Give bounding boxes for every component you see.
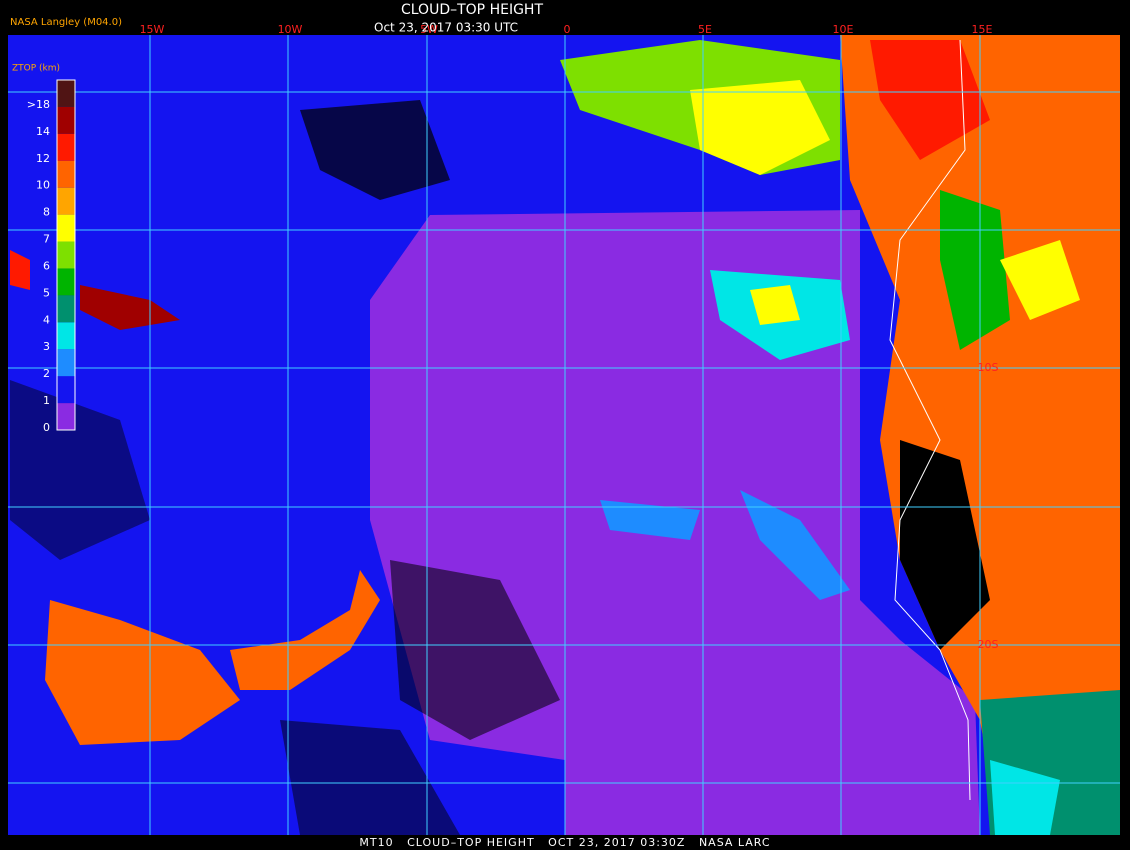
- longitude-label: 5W: [420, 23, 438, 36]
- legend-label: 7: [43, 233, 50, 246]
- legend-frame: [56, 79, 76, 431]
- latitude-label: 20S: [978, 638, 999, 651]
- legend-swatch: [57, 349, 75, 377]
- legend-swatch: [57, 106, 75, 134]
- cloud-field: [8, 35, 1120, 835]
- legend-label: 4: [43, 313, 50, 326]
- legend-label: 0: [43, 421, 50, 434]
- legend-swatch: [57, 133, 75, 161]
- credit: NASA Langley (M04.0): [10, 17, 122, 28]
- latitude-label: 10S: [978, 361, 999, 374]
- longitude-label: 15E: [972, 23, 993, 36]
- legend-swatch: [57, 268, 75, 296]
- legend-label: 10: [36, 179, 50, 192]
- title: CLOUD–TOP HEIGHT: [401, 2, 543, 18]
- graticule: 15W 10W 5W 0 5E 10E 15E 10S 20S: [8, 23, 1120, 835]
- legend-swatch: [57, 187, 75, 215]
- legend-label: >18: [27, 98, 50, 111]
- longitude-label: 10E: [833, 23, 854, 36]
- legend-label: 6: [43, 259, 50, 272]
- legend-swatch: [57, 322, 75, 350]
- legend-label: 2: [43, 367, 50, 380]
- legend-swatch: [57, 403, 75, 430]
- legend-label: 1: [43, 394, 50, 407]
- legend-swatch: [57, 295, 75, 323]
- longitude-label: 0: [564, 23, 571, 36]
- footer: MT10 CLOUD–TOP HEIGHT OCT 23, 2017 03:30…: [359, 836, 770, 849]
- legend-swatch: [57, 214, 75, 242]
- legend-label: 3: [43, 340, 50, 353]
- legend-swatch: [57, 160, 75, 188]
- longitude-label: 5E: [698, 23, 712, 36]
- legend-swatch: [57, 80, 75, 107]
- legend-label: 5: [43, 286, 50, 299]
- longitude-label: 10W: [278, 23, 303, 36]
- legend-title: ZTOP (km): [12, 64, 60, 74]
- legend-swatch: [57, 376, 75, 404]
- legend-label: 12: [36, 152, 50, 165]
- legend-label: 14: [36, 125, 50, 138]
- legend-swatch: [57, 241, 75, 269]
- longitude-label: 15W: [140, 23, 165, 36]
- legend-label: 8: [43, 206, 50, 219]
- subtitle: Oct 23, 2017 03:30 UTC: [374, 21, 518, 35]
